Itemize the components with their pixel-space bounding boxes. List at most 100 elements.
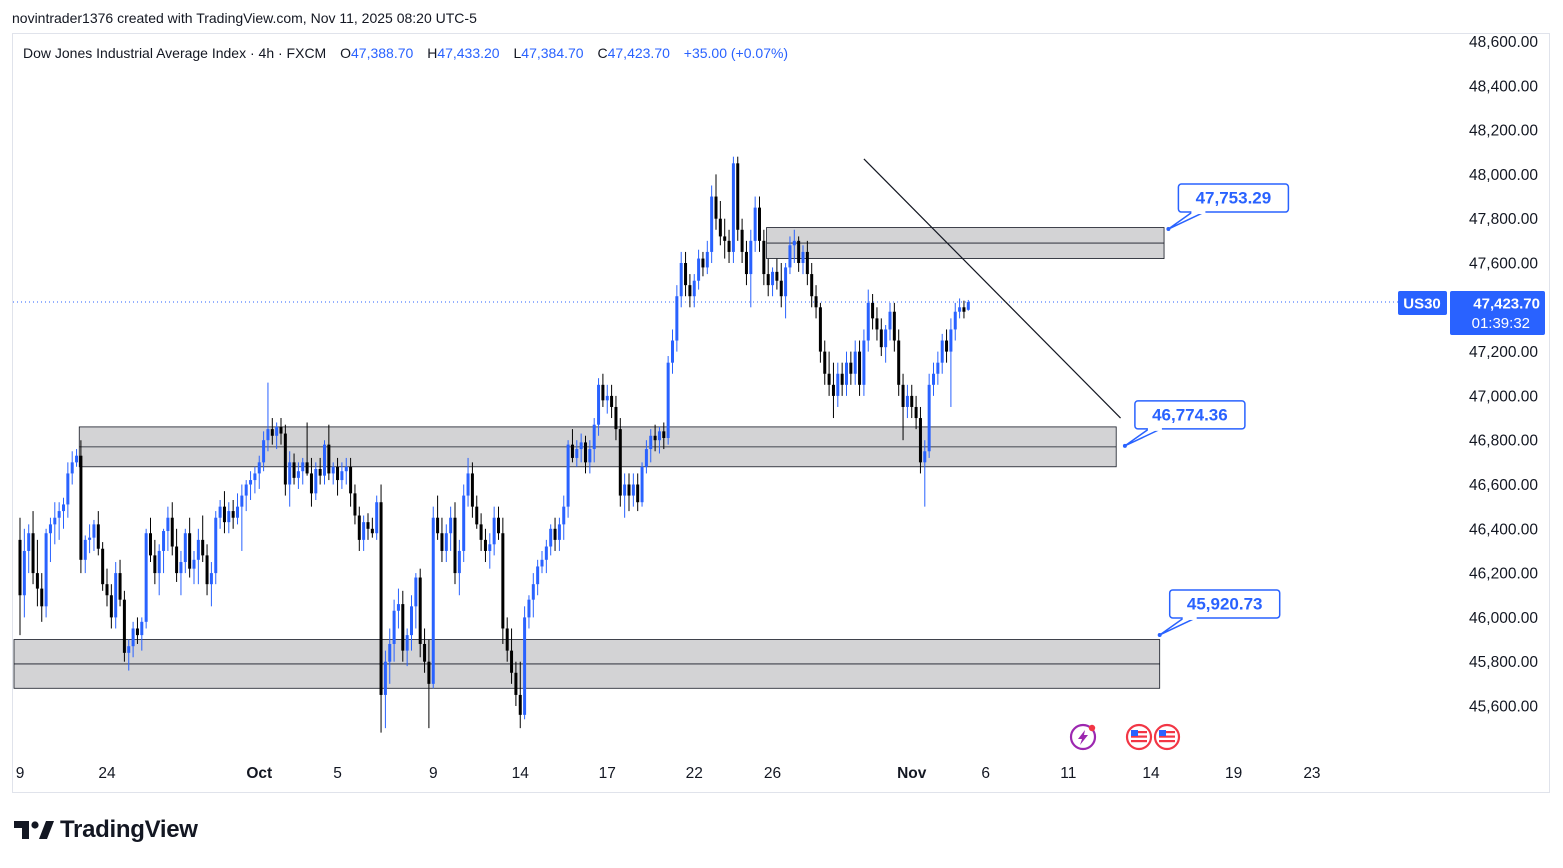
candle-body [231,511,235,518]
candle-body [945,340,949,352]
candle-body [662,431,666,438]
candle-body [557,524,561,540]
price-axis[interactable]: 48,600.00 48,400.00 48,200.00 48,000.00 47,8… [1469,34,1538,716]
candle-body [357,515,361,540]
candle-body [383,661,387,695]
candle-body [588,449,592,463]
candle-body [775,271,779,281]
candle-body [62,504,65,512]
x-tick-label: 14 [512,765,530,782]
callout-anchor [1122,443,1127,448]
candle-body [292,462,296,478]
candle-body [744,251,748,275]
candle-body [910,395,914,407]
candle-body [958,307,962,312]
x-tick-label: 9 [429,765,438,782]
price-annotations[interactable]: 47,753.29 46,774.36 45,920.73 [1122,183,1290,637]
callout-joint [1182,615,1197,620]
candle-body [66,473,70,505]
candle-body [840,373,844,385]
candle-body [766,274,770,286]
attribution-text: novintrader1376 created with TradingView… [12,10,477,26]
candle-body [101,548,105,585]
candle-body [875,318,879,330]
trendline[interactable] [863,158,1121,419]
low-value: 47,384.70 [521,45,584,61]
candle-body [405,635,409,651]
chart-frame[interactable] [12,33,1550,793]
candle-body [501,533,505,629]
candle-body [470,473,474,507]
candle-body [779,280,783,297]
candle-body [244,484,248,496]
y-tick-label: 48,400.00 [1469,78,1538,95]
candle-body [370,528,374,534]
candle-body [866,302,870,341]
tradingview-logo[interactable]: TradingView [14,816,198,844]
callout-pointer [1159,617,1197,636]
candle-body [318,468,322,476]
candle-body [401,604,405,651]
time-axis[interactable]: 9 24 Oct 5 9 14 17 22 26 Nov 6 11 14 19 23 [16,765,1321,782]
candle-body [936,362,940,374]
candle-body [927,384,931,452]
candle-body [705,251,709,268]
x-tick-label: 26 [764,765,781,782]
us-flag-icon[interactable] [1153,723,1181,751]
candle-body [170,517,174,547]
candle-body [627,484,631,496]
candle-body [414,577,418,607]
x-tick-label: 24 [98,765,116,782]
callout-box [1168,589,1281,619]
x-tick-label: 22 [686,765,703,782]
candle-body [657,431,661,441]
candle-body [684,263,688,286]
candle-body [666,362,670,438]
event-markers[interactable] [1069,723,1181,751]
candle-body [31,533,35,574]
candle-body [827,373,831,385]
candle-body [845,362,848,385]
candle-body [331,466,335,474]
candle-body [301,462,305,472]
candle-body [797,240,801,263]
candle-body [710,196,714,252]
candle-body [923,451,927,463]
candle-body [175,546,179,574]
candle-body [240,495,244,507]
candle-body [601,384,605,401]
candle-body [771,271,775,286]
candle-body [849,362,853,374]
candle-body [562,506,566,525]
candle-body [953,311,957,330]
candle-body [118,573,122,600]
candle-body [236,506,239,518]
candle-body [697,258,701,281]
y-tick-label: 48,000.00 [1469,167,1538,184]
candle-body [218,506,222,518]
candle-body [897,340,901,385]
candle-body [201,539,205,556]
candle-body [579,442,583,450]
candlesticks [18,156,970,733]
y-tick-label: 45,800.00 [1469,654,1538,671]
candle-body [27,533,31,551]
close-label: C [597,45,608,61]
candle-body [436,517,440,534]
candle-body [688,285,692,297]
candle-body [349,466,353,494]
candle-body [70,462,74,474]
candle-body [740,229,744,252]
close-value: 47,423.70 [607,45,670,61]
candle-body [105,584,109,596]
candle-body [79,455,83,560]
tradingview-wordmark: TradingView [60,816,198,843]
candle-body [296,471,300,478]
candle-body [266,429,270,441]
us-flag-icon[interactable] [1125,723,1153,751]
lightning-icon[interactable] [1069,723,1097,751]
candle-body [253,473,257,481]
candle-body [505,628,509,651]
candle-body [731,163,735,252]
